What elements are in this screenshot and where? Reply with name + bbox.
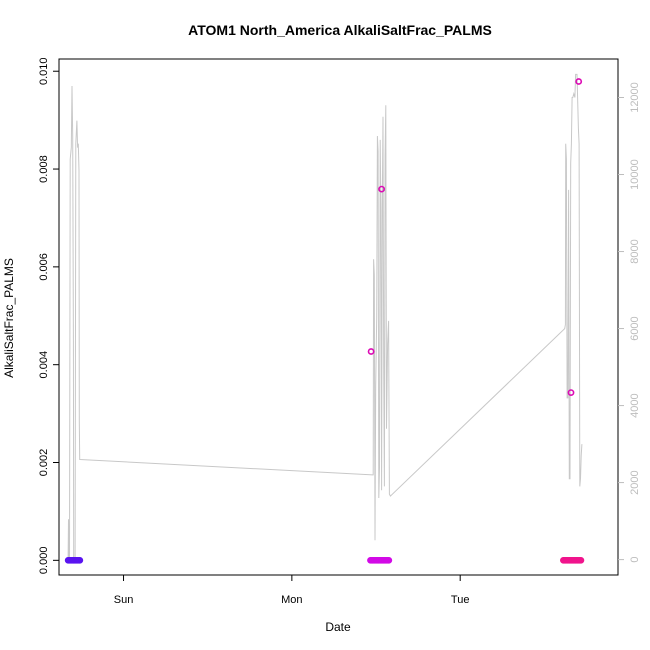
- x-tick-label: Tue: [451, 594, 470, 606]
- y-tick-label: 0.010: [38, 57, 50, 85]
- data-point: [378, 185, 385, 193]
- chart-title: ATOM1 North_America AlkaliSaltFrac_PALMS: [188, 22, 492, 38]
- baseline-point: [385, 557, 393, 564]
- y-axis-label: AlkaliSaltFrac_PALMS: [2, 258, 16, 378]
- baseline-point: [577, 557, 585, 564]
- x-axis-label: Date: [325, 620, 351, 634]
- data-point: [575, 78, 583, 85]
- x-tick-label: Sun: [114, 594, 134, 606]
- y2-tick-label: 4000: [629, 393, 641, 417]
- y-tick-label: 0.000: [38, 547, 50, 575]
- x-tick-label: Mon: [281, 594, 302, 606]
- plot-frame: [58, 58, 619, 576]
- y2-tick-label: 0: [629, 557, 641, 563]
- y-tick-label: 0.008: [38, 155, 50, 183]
- data-point: [367, 348, 375, 355]
- baseline-points: [64, 557, 585, 564]
- left-y-axis: 0.000 0.002 0.004 0.006 0.008 0.010: [38, 57, 59, 574]
- y-tick-label: 0.004: [38, 351, 50, 379]
- y-tick-label: 0.002: [38, 449, 50, 477]
- series-line: [67, 73, 583, 561]
- x-axis: Sun Mon Tue: [114, 575, 470, 606]
- baseline-point: [76, 557, 84, 564]
- y-tick-label: 0.006: [38, 253, 50, 281]
- y2-tick-label: 8000: [629, 239, 641, 263]
- y2-tick-label: 2000: [629, 470, 641, 494]
- highlight-points: [367, 78, 583, 396]
- y2-tick-label: 6000: [629, 316, 641, 340]
- y2-tick-label: 10000: [629, 159, 641, 190]
- data-point: [567, 389, 575, 396]
- right-y-axis: 0 2000 4000 6000 8000 10000 12000: [618, 82, 641, 563]
- line-series: [67, 73, 583, 561]
- y2-tick-label: 12000: [629, 82, 641, 113]
